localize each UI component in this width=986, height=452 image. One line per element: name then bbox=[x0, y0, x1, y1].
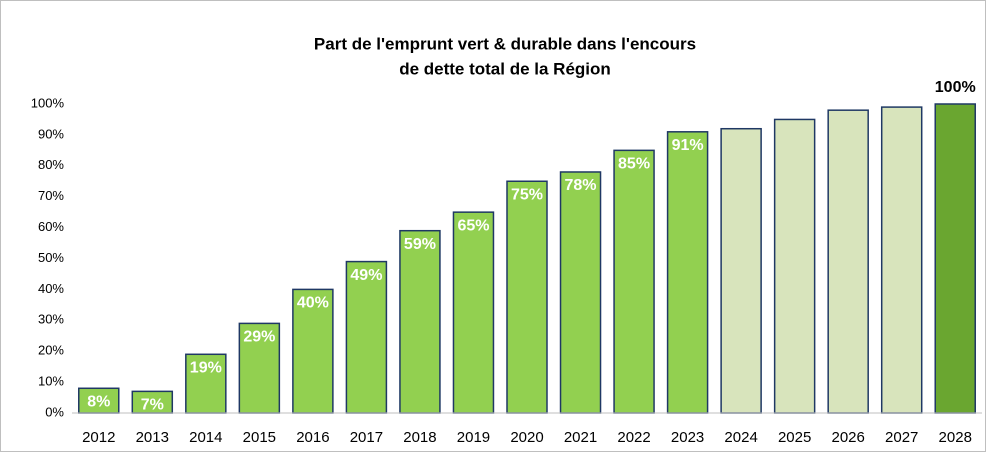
x-tick-label: 2027 bbox=[885, 429, 918, 446]
chart-title: de dette total de la Région bbox=[399, 59, 611, 78]
value-label: 78% bbox=[565, 177, 597, 194]
y-tick-label: 60% bbox=[38, 219, 64, 234]
value-label: 91% bbox=[672, 137, 704, 154]
value-label: 100% bbox=[935, 79, 976, 96]
value-label: 8% bbox=[87, 393, 110, 410]
x-tick-label: 2024 bbox=[724, 429, 757, 446]
bar bbox=[399, 229, 441, 414]
x-tick-label: 2026 bbox=[831, 429, 864, 446]
y-tick-label: 100% bbox=[31, 95, 65, 110]
value-label: 85% bbox=[618, 156, 650, 173]
value-label: 7% bbox=[141, 397, 164, 414]
y-tick-label: 30% bbox=[38, 312, 64, 327]
value-label: 65% bbox=[457, 217, 489, 234]
x-tick-label: 2012 bbox=[82, 429, 115, 446]
x-tick-label: 2014 bbox=[189, 429, 222, 446]
bar bbox=[506, 180, 548, 414]
x-tick-label: 2018 bbox=[403, 429, 436, 446]
x-tick-label: 2021 bbox=[564, 429, 597, 446]
y-tick-label: 80% bbox=[38, 157, 64, 172]
bar bbox=[452, 211, 495, 414]
bar bbox=[559, 171, 602, 414]
value-label: 40% bbox=[297, 295, 329, 312]
x-tick-label: 2019 bbox=[457, 429, 490, 446]
y-tick-label: 70% bbox=[38, 188, 64, 203]
x-tick-label: 2025 bbox=[778, 429, 811, 446]
y-tick-label: 90% bbox=[38, 126, 64, 141]
x-tick-label: 2028 bbox=[939, 429, 972, 446]
x-tick-label: 2015 bbox=[243, 429, 276, 446]
y-tick-label: 50% bbox=[38, 250, 64, 265]
bar bbox=[613, 149, 655, 414]
y-tick-label: 20% bbox=[38, 343, 64, 358]
x-tick-label: 2013 bbox=[136, 429, 169, 446]
value-label: 49% bbox=[350, 267, 382, 284]
x-tick-label: 2017 bbox=[350, 429, 383, 446]
bar bbox=[880, 106, 923, 414]
bar bbox=[345, 260, 388, 414]
value-label: 75% bbox=[511, 186, 543, 203]
value-label: 19% bbox=[190, 360, 222, 377]
bar bbox=[934, 103, 976, 414]
y-tick-label: 10% bbox=[38, 374, 64, 389]
chart-title: Part de l'emprunt vert & durable dans l'… bbox=[314, 34, 696, 53]
bar bbox=[773, 118, 816, 414]
value-label: 29% bbox=[243, 329, 275, 346]
bar bbox=[827, 109, 869, 414]
x-tick-label: 2022 bbox=[617, 429, 650, 446]
bar bbox=[185, 353, 227, 414]
value-label: 59% bbox=[404, 236, 436, 253]
x-tick-label: 2020 bbox=[510, 429, 543, 446]
bar bbox=[720, 127, 762, 414]
x-tick-label: 2016 bbox=[296, 429, 329, 446]
y-tick-label: 40% bbox=[38, 281, 64, 296]
y-tick-label: 0% bbox=[45, 404, 64, 419]
x-tick-label: 2023 bbox=[671, 429, 704, 446]
bar bbox=[666, 131, 709, 414]
